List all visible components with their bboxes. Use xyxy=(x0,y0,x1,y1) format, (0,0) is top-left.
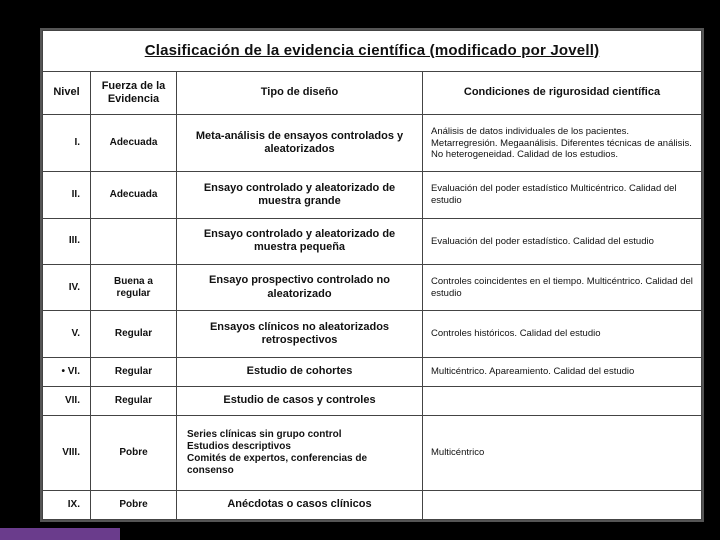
cell-cond: Análisis de datos individuales de los pa… xyxy=(423,115,702,172)
table-row: V.RegularEnsayos clínicos no aleatorizad… xyxy=(43,311,702,357)
cell-tipo: Meta-análisis de ensayos controlados y a… xyxy=(177,115,423,172)
cell-fuerza: Adecuada xyxy=(91,115,177,172)
cell-cond: Multicéntrico xyxy=(423,416,702,491)
cell-nivel: V. xyxy=(43,311,91,357)
cell-nivel: VII. xyxy=(43,386,91,415)
cell-tipo: Estudio de cohortes xyxy=(177,357,423,386)
cell-tipo: Estudio de casos y controles xyxy=(177,386,423,415)
header-cond: Condiciones de rigurosidad científica xyxy=(423,71,702,115)
table-row: III. Ensayo controlado y aleatorizado de … xyxy=(43,218,702,264)
table-row: I.AdecuadaMeta-análisis de ensayos contr… xyxy=(43,115,702,172)
cell-fuerza: Adecuada xyxy=(91,172,177,218)
cell-cond: Evaluación del poder estadístico Multicé… xyxy=(423,172,702,218)
header-fuerza: Fuerza de la Evidencia xyxy=(91,71,177,115)
table-row: • VI.RegularEstudio de cohortesMulticént… xyxy=(43,357,702,386)
title-row: Clasificación de la evidencia científica… xyxy=(43,31,702,72)
table-title: Clasificación de la evidencia científica… xyxy=(43,31,702,72)
table-row: II.AdecuadaEnsayo controlado y aleatoriz… xyxy=(43,172,702,218)
cell-fuerza: Pobre xyxy=(91,490,177,519)
cell-fuerza: Regular xyxy=(91,386,177,415)
table-row: IV.Buena a regularEnsayo prospectivo con… xyxy=(43,264,702,310)
cell-fuerza: Regular xyxy=(91,357,177,386)
cell-nivel: • VI. xyxy=(43,357,91,386)
cell-nivel: IV. xyxy=(43,264,91,310)
cell-tipo: Ensayo controlado y aleatorizado de mues… xyxy=(177,172,423,218)
table-row: IX.PobreAnécdotas o casos clínicos xyxy=(43,490,702,519)
cell-cond: Multicéntrico. Apareamiento. Calidad del… xyxy=(423,357,702,386)
header-row: Nivel Fuerza de la Evidencia Tipo de dis… xyxy=(43,71,702,115)
cell-fuerza: Buena a regular xyxy=(91,264,177,310)
cell-cond xyxy=(423,386,702,415)
header-tipo: Tipo de diseño xyxy=(177,71,423,115)
evidence-table: Clasificación de la evidencia científica… xyxy=(42,30,702,520)
cell-cond: Controles coincidentes en el tiempo. Mul… xyxy=(423,264,702,310)
cell-fuerza: Regular xyxy=(91,311,177,357)
cell-tipo: Series clínicas sin grupo control Estudi… xyxy=(177,416,423,491)
cell-nivel: I. xyxy=(43,115,91,172)
cell-tipo: Ensayo controlado y aleatorizado de mues… xyxy=(177,218,423,264)
header-nivel: Nivel xyxy=(43,71,91,115)
table-row: VIII.PobreSeries clínicas sin grupo cont… xyxy=(43,416,702,491)
cell-cond: Evaluación del poder estadístico. Calida… xyxy=(423,218,702,264)
cell-nivel: IX. xyxy=(43,490,91,519)
cell-nivel: VIII. xyxy=(43,416,91,491)
cell-nivel: III. xyxy=(43,218,91,264)
cell-tipo: Ensayo prospectivo controlado no aleator… xyxy=(177,264,423,310)
evidence-table-container: Clasificación de la evidencia científica… xyxy=(40,28,704,522)
cell-cond: Controles históricos. Calidad del estudi… xyxy=(423,311,702,357)
cell-fuerza: Pobre xyxy=(91,416,177,491)
cell-tipo: Anécdotas o casos clínicos xyxy=(177,490,423,519)
cell-tipo: Ensayos clínicos no aleatorizados retros… xyxy=(177,311,423,357)
cell-cond xyxy=(423,490,702,519)
accent-bar xyxy=(0,528,120,540)
table-row: VII.RegularEstudio de casos y controles xyxy=(43,386,702,415)
cell-fuerza xyxy=(91,218,177,264)
cell-nivel: II. xyxy=(43,172,91,218)
